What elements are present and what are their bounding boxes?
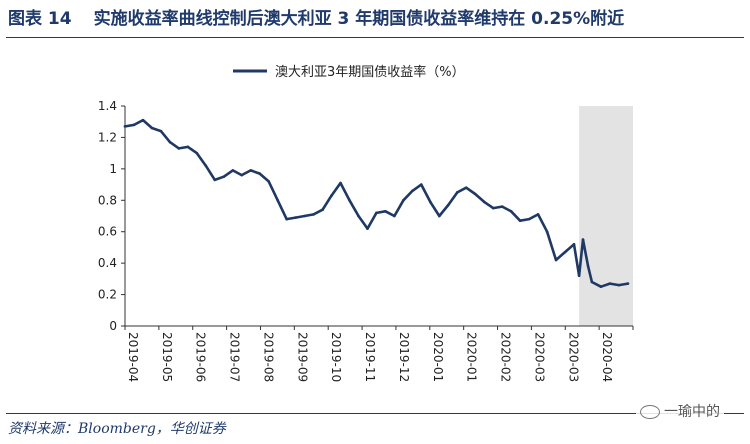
data-point xyxy=(446,203,450,207)
data-point xyxy=(150,126,154,130)
data-point xyxy=(303,214,306,218)
data-point xyxy=(159,129,163,133)
data-point xyxy=(312,213,315,216)
data-point xyxy=(339,181,342,185)
data-point xyxy=(464,186,468,190)
data-point xyxy=(177,147,181,150)
data-point xyxy=(375,211,378,215)
data-point xyxy=(222,175,226,179)
data-point xyxy=(402,198,405,202)
data-point xyxy=(276,198,279,202)
data-point xyxy=(204,164,208,168)
data-point xyxy=(195,151,199,155)
series-line xyxy=(123,118,630,288)
x-tick-label: 2020-02 xyxy=(499,332,513,382)
data-point xyxy=(577,274,581,278)
x-tick-label: 2020-03 xyxy=(566,332,580,382)
line-chart: 0 0.2 0.4 0.6 0.8 1 1.2 1.4 2019-04 2019-05 2019-0… xyxy=(98,64,634,382)
data-point xyxy=(123,125,127,128)
x-tick-label: 2019-09 xyxy=(295,332,309,382)
data-point xyxy=(294,216,297,219)
data-point xyxy=(473,192,477,196)
wechat-icon xyxy=(640,405,660,419)
data-point xyxy=(437,214,441,218)
y-tick-label: 1 xyxy=(109,162,117,176)
legend-label: 澳大利亚3年期国债收益率（%） xyxy=(275,64,465,80)
data-point xyxy=(231,169,235,172)
y-tick-label: 1.4 xyxy=(98,99,117,113)
data-point xyxy=(554,258,558,262)
data-point xyxy=(617,283,621,287)
data-point xyxy=(536,213,540,216)
shaded-region xyxy=(579,106,633,326)
data-point xyxy=(321,208,324,212)
figure-title-text: 实施收益率曲线控制后澳大利亚 3 年期国债收益率维持在 0.25%附近 xyxy=(93,9,625,29)
x-tick-label: 2019-10 xyxy=(329,332,343,382)
data-point xyxy=(213,178,217,182)
source-note: 资料来源：Bloomberg，华创证券 xyxy=(8,421,226,437)
x-tick-label: 2019-11 xyxy=(363,332,377,382)
data-point xyxy=(168,140,172,144)
figure-title: 图表 14 实施收益率曲线控制后澳大利亚 3 年期国债收益率维持在 0.25%附近 xyxy=(8,4,742,34)
x-tick-label: 2020-03 xyxy=(532,332,546,382)
data-point xyxy=(240,173,244,177)
data-point xyxy=(482,200,486,204)
data-point xyxy=(491,206,495,210)
data-point xyxy=(599,285,603,289)
data-point xyxy=(132,123,136,127)
figure-label: 图表 14 xyxy=(8,9,72,29)
x-tick-label: 2019-05 xyxy=(160,332,174,382)
data-point xyxy=(572,242,576,246)
data-point xyxy=(249,169,253,172)
y-tick-label: 0 xyxy=(109,319,117,333)
data-point xyxy=(393,214,396,218)
data-point xyxy=(348,198,351,202)
x-tick-label: 2020-01 xyxy=(431,332,445,382)
y-tick-label: 0.8 xyxy=(98,193,117,207)
data-point xyxy=(258,172,261,175)
data-point xyxy=(563,250,567,254)
data-point xyxy=(420,183,423,186)
watermark: 一瑜中的 xyxy=(636,400,724,424)
data-point xyxy=(500,205,504,208)
y-tick-label: 0.6 xyxy=(98,225,117,239)
data-point xyxy=(545,230,549,234)
data-point xyxy=(590,280,594,284)
source-rule xyxy=(6,413,744,414)
data-point xyxy=(586,264,590,268)
data-point xyxy=(141,118,145,122)
x-tick-label: 2019-08 xyxy=(261,332,275,382)
data-point xyxy=(366,227,369,230)
data-point xyxy=(581,238,585,241)
data-point xyxy=(608,282,612,285)
data-point xyxy=(429,200,432,204)
y-tick-label: 0.2 xyxy=(98,288,117,302)
data-point xyxy=(357,214,360,218)
watermark-text: 一瑜中的 xyxy=(664,404,720,420)
data-point xyxy=(384,209,387,213)
x-tick-label: 2019-07 xyxy=(228,332,242,382)
data-point xyxy=(330,194,333,197)
y-tick-label: 0.4 xyxy=(98,256,117,270)
data-point xyxy=(267,180,270,183)
y-tick-label: 1.2 xyxy=(98,130,117,144)
x-tick-label: 2019-04 xyxy=(126,332,140,382)
data-point xyxy=(411,189,414,193)
x-tick-label: 2020-04 xyxy=(600,332,614,382)
data-point xyxy=(455,191,459,194)
title-rule xyxy=(6,37,744,38)
data-point xyxy=(509,209,513,213)
data-point xyxy=(186,145,190,149)
x-tick-label: 2020-01 xyxy=(465,332,479,382)
data-point xyxy=(626,282,630,285)
data-point xyxy=(285,217,288,221)
x-tick-label: 2019-12 xyxy=(397,332,411,382)
x-tick-label: 2019-06 xyxy=(194,332,208,382)
data-point xyxy=(527,217,531,221)
data-point xyxy=(518,219,522,223)
